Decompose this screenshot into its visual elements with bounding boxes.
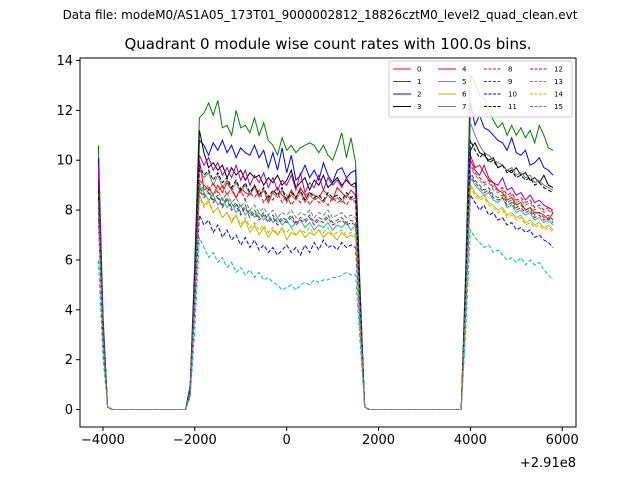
legend-label-13: 13: [554, 78, 563, 86]
plot-frame: [79, 57, 577, 428]
legend-label-8: 8: [508, 66, 512, 74]
x-tick-label: −2000: [173, 433, 217, 448]
legend-label-14: 14: [554, 91, 563, 99]
x-tick-label: 0: [283, 433, 291, 448]
legend-label-7: 7: [462, 103, 466, 111]
series-10-line: [97, 193, 554, 410]
legend-box: [388, 60, 573, 118]
series-layer: [97, 73, 554, 410]
legend-label-12: 12: [554, 66, 563, 74]
y-tick-label: 8: [65, 204, 73, 219]
x-tick-label: 2000: [362, 433, 395, 448]
y-tick-label: 10: [56, 154, 73, 169]
series-0-line: [97, 155, 554, 410]
legend-label-11: 11: [508, 103, 517, 111]
legend-label-1: 1: [417, 78, 421, 86]
series-2-line: [97, 102, 554, 410]
legend-label-10: 10: [508, 91, 517, 99]
x-tick-label: −4000: [81, 433, 125, 448]
series-3-line: [97, 130, 554, 410]
series-6-line: [97, 183, 554, 410]
series-1-line: [97, 73, 554, 410]
series-9-line: [97, 171, 554, 410]
y-axis: 0 2 4 6 8 10 12 14: [56, 54, 80, 418]
legend-label-3: 3: [417, 103, 421, 111]
x-axis: −4000 −2000 0 2000 4000 6000: [81, 427, 579, 448]
x-tick-label: 6000: [546, 433, 579, 448]
series-13-line: [97, 228, 554, 410]
legend-label-2: 2: [417, 91, 421, 99]
legend-label-15: 15: [554, 103, 563, 111]
series-4-line: [97, 154, 554, 410]
x-offset-label: +2.91e8: [520, 456, 576, 471]
y-tick-label: 0: [65, 403, 73, 418]
legend-label-5: 5: [462, 78, 466, 86]
y-tick-label: 14: [56, 54, 73, 69]
x-tick-label: 4000: [454, 433, 487, 448]
y-tick-label: 2: [65, 353, 73, 368]
y-tick-label: 4: [65, 303, 73, 318]
chart-title: Quadrant 0 module wise count rates with …: [124, 35, 531, 53]
data-file-label: Data file: modeM0/AS1A05_173T01_90000028…: [63, 8, 578, 22]
legend-label-6: 6: [462, 91, 467, 99]
series-14-line: [97, 185, 554, 410]
legend-label-0: 0: [417, 66, 421, 74]
legend-label-4: 4: [462, 66, 467, 74]
legend-label-9: 9: [508, 78, 512, 86]
series-15-line: [97, 166, 554, 410]
y-tick-label: 12: [56, 104, 73, 119]
series-8-line: [97, 163, 554, 410]
y-tick-label: 6: [65, 253, 73, 268]
series-12-line: [97, 173, 554, 410]
